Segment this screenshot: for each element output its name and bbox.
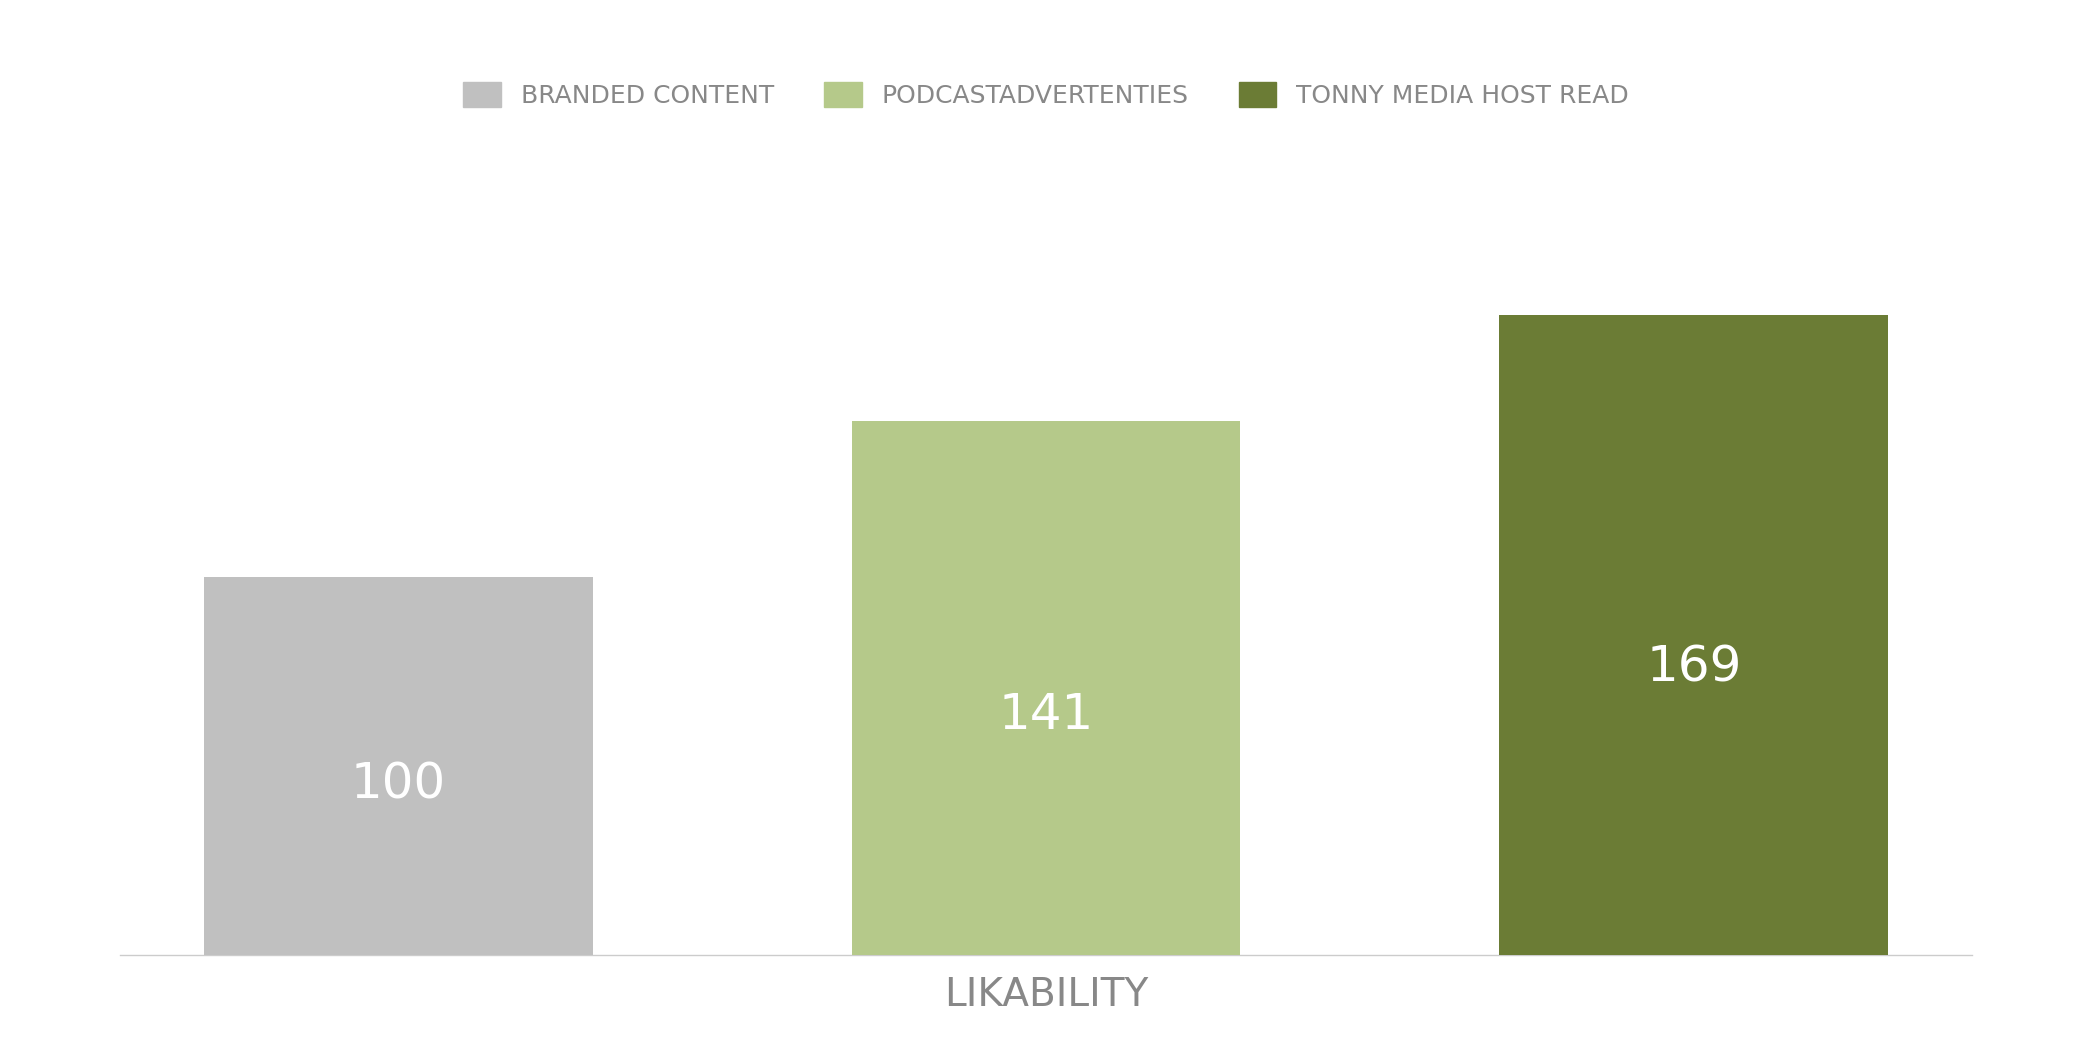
Text: 169: 169	[1646, 644, 1741, 691]
Legend: BRANDED CONTENT, PODCASTADVERTENTIES, TONNY MEDIA HOST READ: BRANDED CONTENT, PODCASTADVERTENTIES, TO…	[450, 69, 1642, 121]
Text: 141: 141	[998, 691, 1094, 739]
X-axis label: LIKABILITY: LIKABILITY	[943, 976, 1149, 1014]
Text: 100: 100	[351, 761, 446, 808]
Bar	[1500, 315, 1889, 956]
Bar	[851, 421, 1241, 956]
Bar	[203, 576, 592, 956]
